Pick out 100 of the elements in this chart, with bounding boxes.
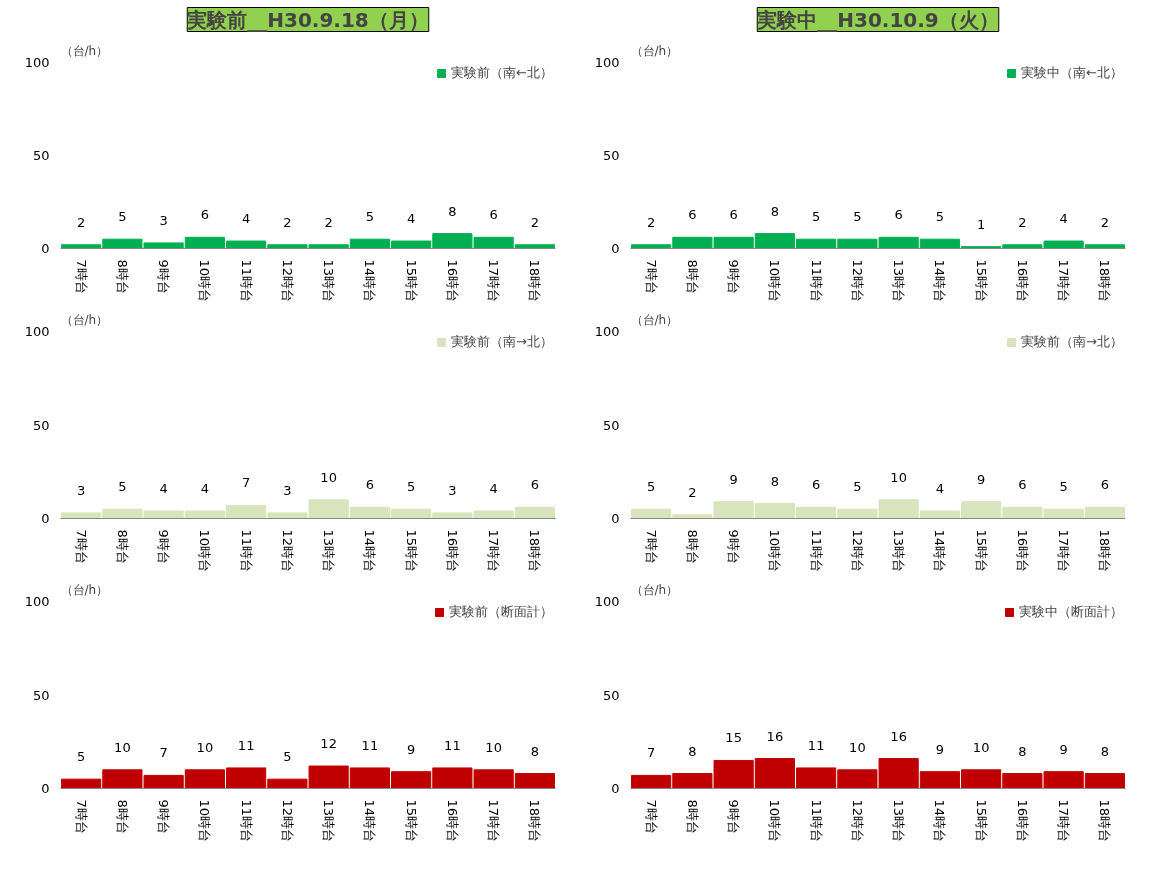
- x-tick-label: 9時台: [156, 259, 172, 294]
- data-label: 6: [729, 207, 738, 223]
- data-label: 6: [200, 207, 210, 223]
- y-tick-label: 100: [594, 324, 620, 339]
- x-tick-label: 18時台: [527, 259, 543, 303]
- x-tick-label: 7時台: [643, 799, 659, 834]
- x-tick-label: 10時台: [767, 529, 783, 573]
- x-tick-label: 13時台: [891, 799, 907, 843]
- data-label: 5: [365, 209, 375, 225]
- x-tick-label: 14時台: [362, 259, 378, 303]
- x-tick-label: 18時台: [527, 529, 543, 573]
- x-tick-label: 13時台: [321, 799, 337, 843]
- data-label: 11: [237, 737, 255, 753]
- data-label: 5: [406, 479, 416, 495]
- x-tick-label: 11時台: [808, 259, 824, 303]
- x-tick-label: 10時台: [767, 259, 783, 303]
- x-tick-label: 14時台: [362, 529, 378, 573]
- x-tick-label: 12時台: [279, 259, 295, 303]
- y-tick-label: 50: [602, 148, 620, 163]
- data-label: 5: [853, 479, 862, 495]
- x-tick-label: 8時台: [684, 529, 700, 564]
- x-tick-label: 10時台: [197, 259, 213, 303]
- data-label: 2: [646, 214, 656, 230]
- x-tick-label: 13時台: [321, 259, 337, 303]
- y-tick-label: 100: [594, 594, 620, 609]
- legend-label: 実験前（断面計）: [449, 603, 553, 621]
- data-label: 3: [448, 482, 457, 498]
- x-tick-label: 10時台: [767, 799, 783, 843]
- y-tick-label: 50: [32, 148, 50, 163]
- x-tick-label: 15時台: [403, 799, 419, 843]
- x-tick-label: 12時台: [279, 799, 295, 843]
- data-label: 8: [1018, 743, 1027, 759]
- y-tick-label: 100: [24, 55, 50, 70]
- x-tick-label: 17時台: [1056, 799, 1072, 843]
- data-label: 2: [76, 214, 86, 230]
- x-tick-label: 9時台: [726, 529, 742, 564]
- data-label: 5: [935, 209, 945, 225]
- data-label: 8: [448, 203, 457, 219]
- x-tick-label: 16時台: [444, 259, 460, 303]
- x-tick-label: 16時台: [444, 529, 460, 573]
- data-label: 10: [972, 739, 990, 755]
- data-label: 6: [894, 207, 903, 223]
- x-tick-label: 13時台: [891, 259, 907, 303]
- x-tick-label: 9時台: [156, 799, 172, 834]
- data-label: 12: [320, 736, 337, 752]
- x-tick-label: 8時台: [114, 799, 130, 834]
- x-tick-label: 16時台: [444, 799, 460, 843]
- x-tick-label: 11時台: [808, 529, 824, 573]
- x-tick-label: 10時台: [197, 529, 213, 573]
- x-tick-label: 16時台: [1014, 529, 1030, 573]
- x-tick-label: 7時台: [73, 529, 89, 564]
- legend-label: 実験中（断面計）: [1019, 603, 1123, 621]
- x-tick-label: 14時台: [932, 259, 948, 303]
- y-tick-label: 50: [32, 417, 50, 433]
- data-label: 4: [159, 481, 168, 497]
- data-label: 7: [241, 475, 251, 491]
- y-tick-label: 50: [32, 687, 50, 703]
- data-label: 6: [365, 477, 375, 493]
- data-label: 3: [283, 482, 292, 498]
- x-tick-label: 11時台: [238, 529, 254, 573]
- x-tick-label: 12時台: [849, 529, 865, 573]
- y-tick-label: 0: [41, 781, 50, 796]
- x-tick-label: 15時台: [973, 799, 989, 843]
- data-label: 7: [159, 745, 168, 761]
- data-label: 9: [976, 471, 986, 487]
- y-tick-label: 100: [24, 324, 50, 339]
- data-label: 6: [1018, 477, 1027, 493]
- x-tick-label: 7時台: [73, 259, 89, 294]
- data-label: 9: [1059, 741, 1068, 757]
- x-tick-label: 18時台: [1097, 529, 1113, 573]
- data-label: 5: [646, 479, 656, 495]
- x-tick-label: 12時台: [279, 529, 295, 573]
- data-label: 10: [320, 469, 337, 485]
- y-axis-title: （台/h）: [60, 43, 109, 58]
- y-axis-title: （台/h）: [630, 43, 679, 58]
- y-axis-title: （台/h）: [630, 582, 679, 597]
- data-label: 4: [406, 211, 416, 227]
- legend-label: 実験中（南←北）: [1021, 64, 1123, 82]
- data-label: 6: [530, 477, 540, 493]
- data-label: 1: [976, 216, 986, 232]
- data-label: 15: [725, 730, 742, 746]
- data-label: 2: [530, 214, 540, 230]
- data-label: 4: [200, 481, 210, 497]
- x-tick-label: 13時台: [891, 529, 907, 573]
- x-tick-label: 17時台: [1056, 259, 1072, 303]
- data-label: 5: [118, 209, 127, 225]
- data-label: 11: [807, 737, 825, 753]
- data-label: 6: [489, 207, 498, 223]
- x-tick-label: 13時台: [321, 529, 337, 573]
- x-tick-label: 14時台: [932, 529, 948, 573]
- x-tick-label: 15時台: [973, 529, 989, 573]
- legend-label: 実験前（南→北）: [451, 333, 553, 351]
- data-label: 2: [283, 214, 292, 230]
- data-label: 4: [935, 481, 945, 497]
- x-tick-label: 14時台: [932, 799, 948, 843]
- x-tick-label: 17時台: [486, 259, 502, 303]
- data-label: 3: [76, 482, 86, 498]
- y-axis-title: （台/h）: [60, 582, 109, 597]
- data-label: 10: [485, 739, 502, 755]
- data-label: 11: [361, 737, 379, 753]
